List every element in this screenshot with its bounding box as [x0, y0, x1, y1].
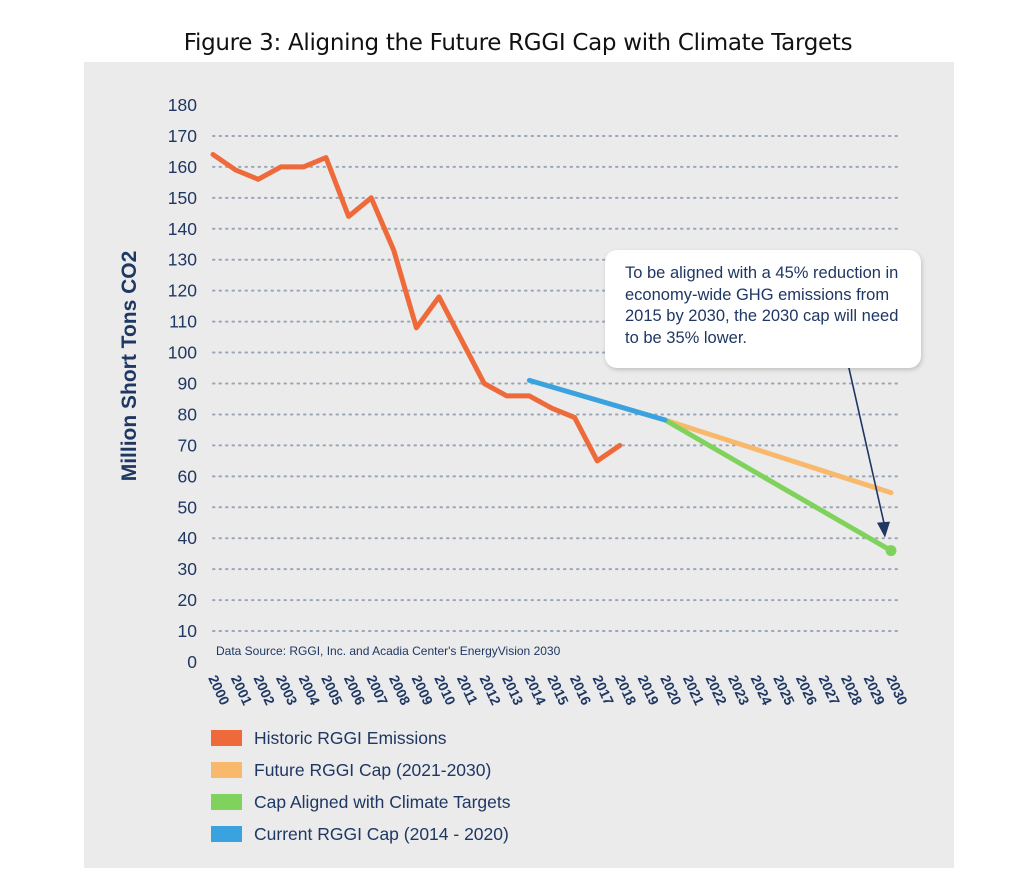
- y-tick-label: 30: [178, 559, 198, 579]
- y-tick-label: 90: [178, 374, 198, 394]
- y-tick-label: 180: [168, 95, 197, 115]
- legend-swatch: [211, 762, 242, 778]
- y-tick-label: 110: [169, 312, 197, 332]
- series-line-2: [662, 417, 894, 554]
- x-tick-label: 2011: [454, 673, 481, 707]
- series-line-1: [662, 417, 894, 496]
- series-line-3: [526, 377, 668, 423]
- figure-title: Figure 3: Aligning the Future RGGI Cap w…: [183, 30, 853, 56]
- annotation-arrow: [845, 354, 890, 538]
- x-axis-tick-labels: 2000200120022003200420052006200720082009…: [205, 673, 911, 708]
- y-tick-label: 40: [178, 528, 198, 548]
- y-tick-label: 50: [178, 497, 198, 517]
- y-tick-label: 150: [168, 188, 197, 208]
- annotation-text: To be aligned with a 45% reduction in ec…: [625, 264, 899, 347]
- y-tick-label: 160: [168, 157, 197, 177]
- y-axis-label: Million Short Tons CO2: [118, 251, 141, 482]
- y-tick-label: 130: [168, 250, 197, 270]
- legend-label: Future RGGI Cap (2021-2030): [254, 760, 491, 780]
- annotation-callout: To be aligned with a 45% reduction in ec…: [605, 250, 921, 368]
- legend-label: Historic RGGI Emissions: [254, 728, 447, 748]
- y-tick-label: 170: [168, 126, 197, 146]
- legend-swatch: [211, 826, 242, 842]
- y-tick-label: 10: [178, 621, 198, 641]
- arrow-shaft: [845, 354, 886, 528]
- series-line-0: [210, 152, 623, 464]
- y-tick-label: 70: [178, 435, 198, 455]
- gridlines: [212, 134, 901, 633]
- y-tick-label: 140: [168, 219, 197, 239]
- legend-swatch: [211, 730, 242, 746]
- legend-swatch: [211, 794, 242, 810]
- y-tick-label: 20: [178, 590, 198, 610]
- data-source-note: Data Source: RGGI, Inc. and Acadia Cente…: [216, 644, 561, 658]
- endpoint-marker: [885, 545, 897, 557]
- x-tick-label: 2030: [883, 673, 911, 708]
- y-tick-label: 60: [178, 466, 198, 486]
- legend-label: Cap Aligned with Climate Targets: [254, 792, 511, 812]
- arrow-head: [877, 521, 890, 538]
- y-tick-label: 100: [168, 343, 197, 363]
- legend: Historic RGGI Emissions Future RGGI Cap (…: [211, 728, 511, 844]
- legend-label: Current RGGI Cap (2014 - 2020): [254, 824, 509, 844]
- y-tick-label: 0: [187, 652, 197, 672]
- y-axis-tick-labels: 0 10 20 30 40 50 60 70 80 90 100 110 120 130 140 150 160…: [168, 95, 197, 672]
- y-tick-label: 80: [178, 404, 198, 424]
- series-lines: [210, 152, 897, 557]
- y-tick-label: 120: [168, 281, 197, 301]
